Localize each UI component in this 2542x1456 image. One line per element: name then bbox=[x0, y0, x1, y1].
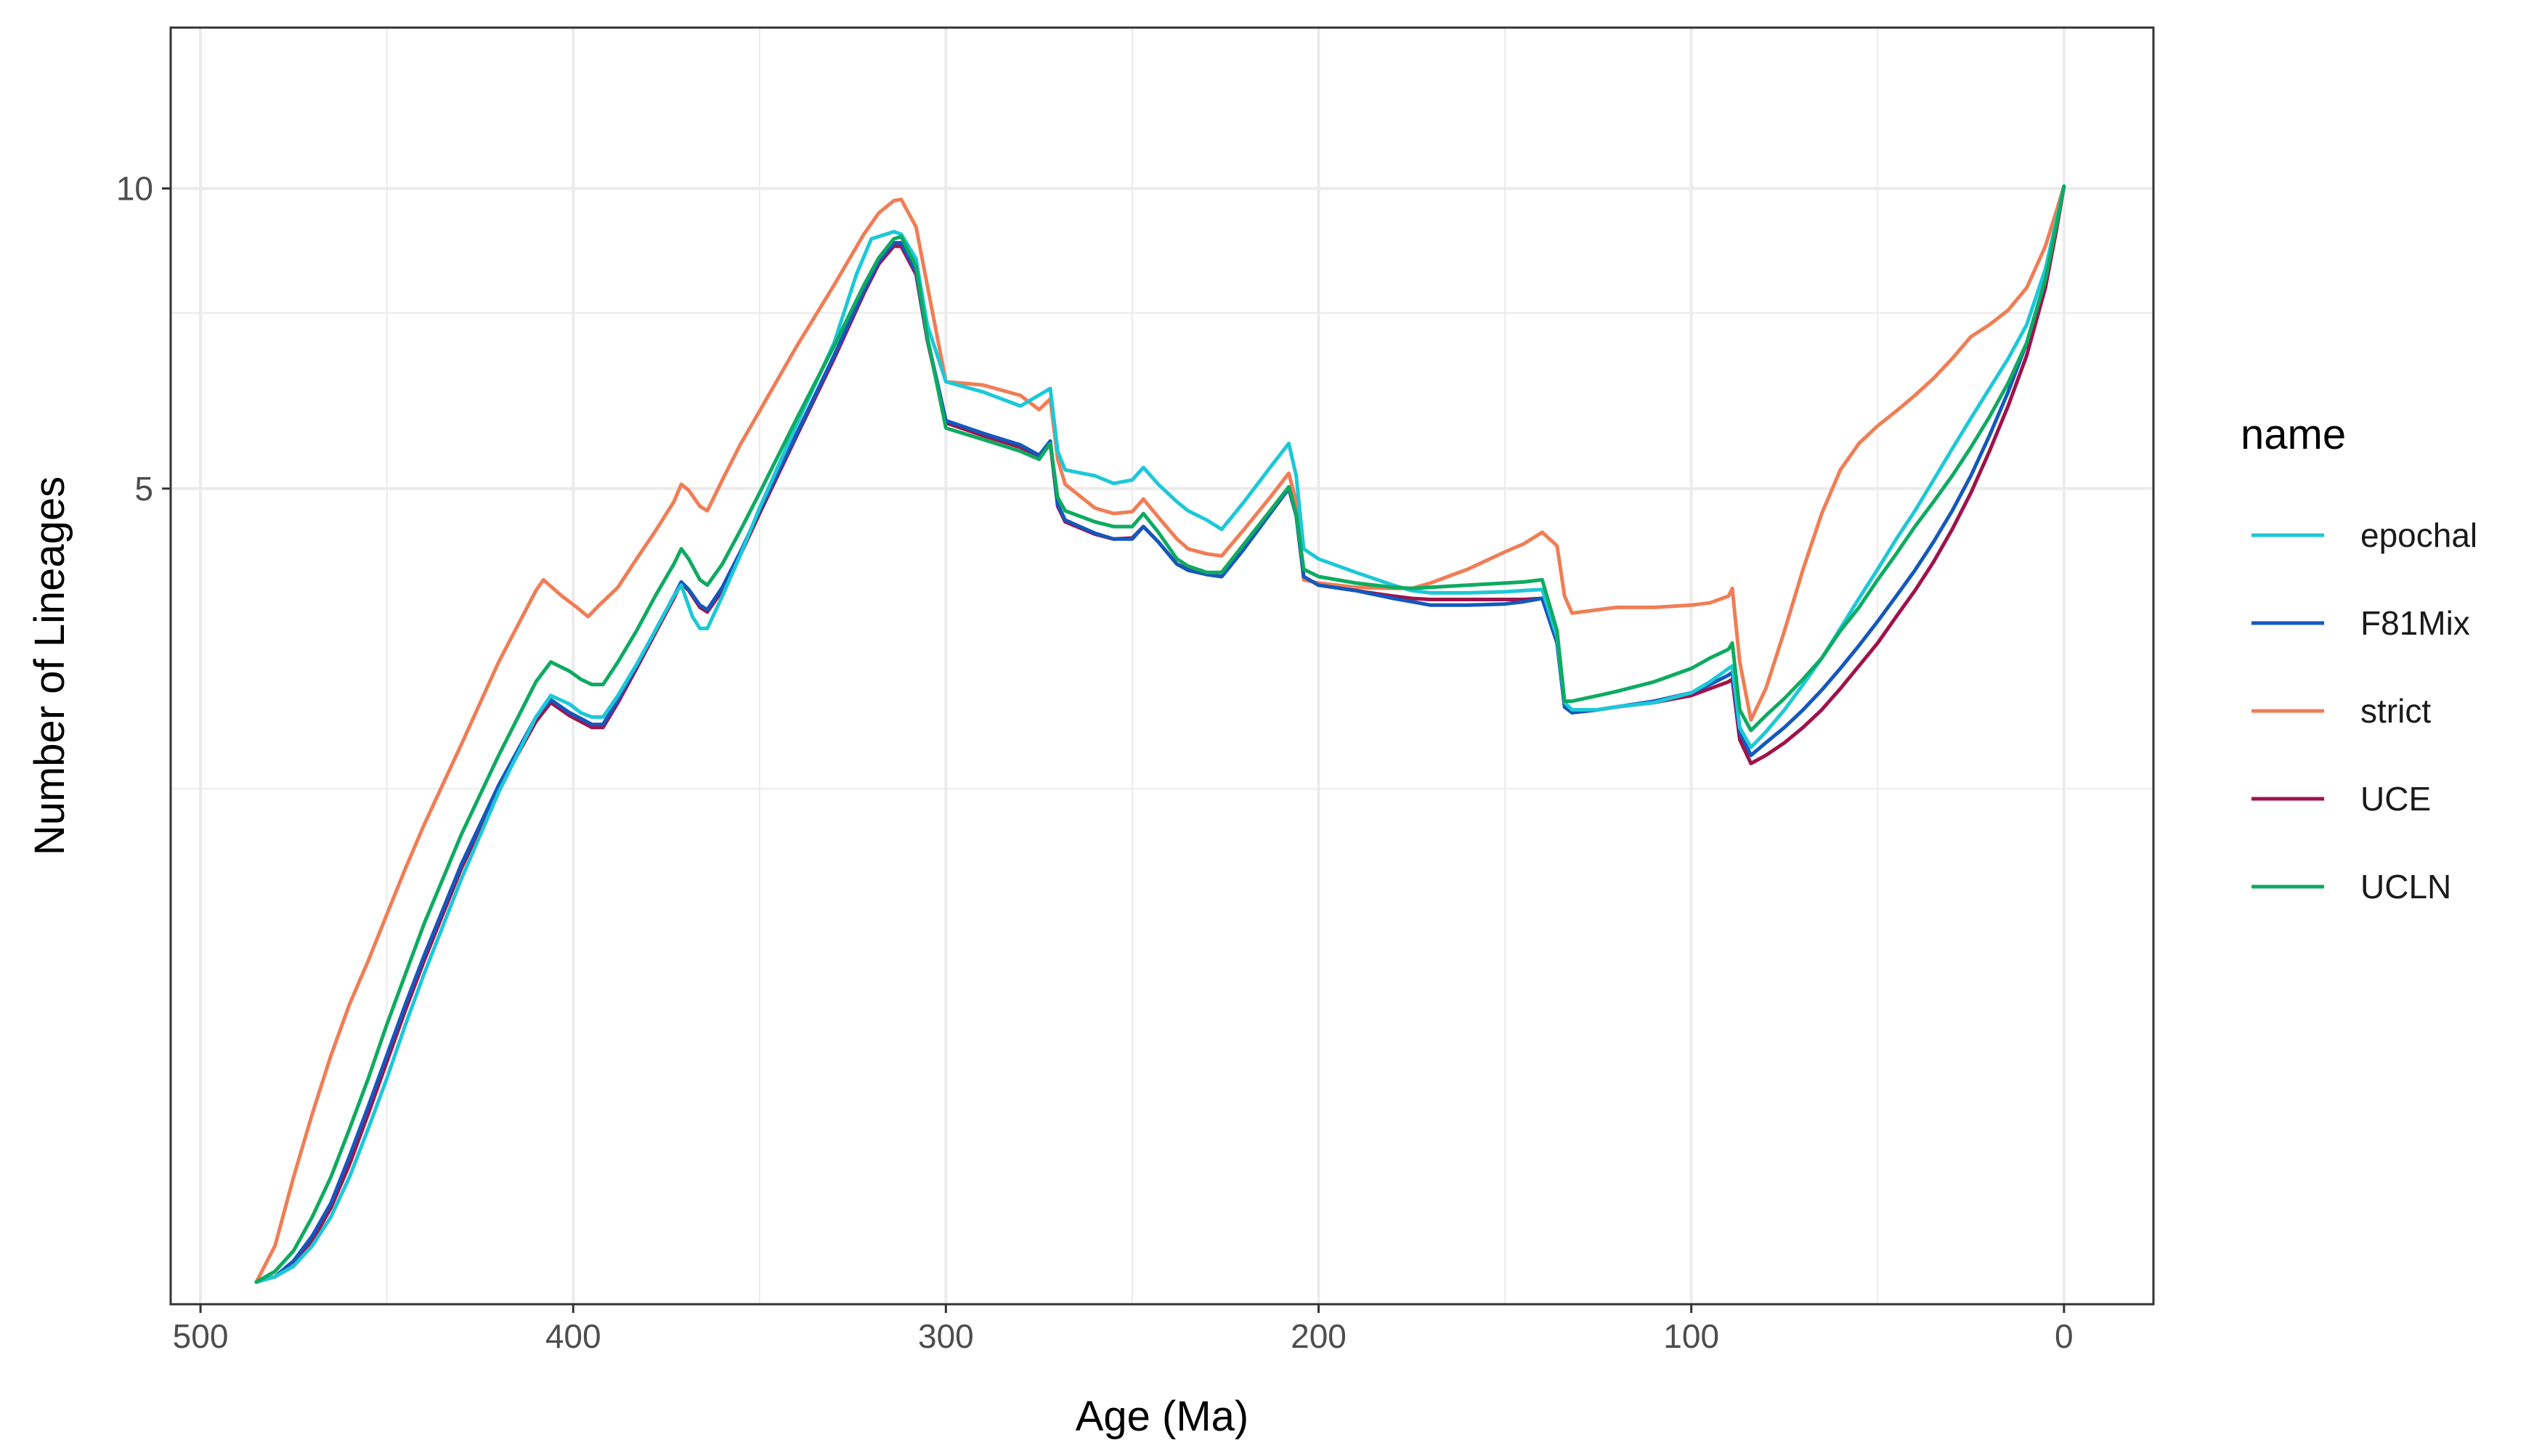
series-line-f81mix bbox=[254, 184, 2066, 1284]
x-tick-label: 200 bbox=[1291, 1317, 1347, 1355]
x-tick-label: 300 bbox=[918, 1317, 974, 1355]
axes: 500 400 300 200 100 0 5 10 bbox=[116, 170, 2074, 1355]
series-line-ucln bbox=[254, 184, 2066, 1284]
plot-panel-border bbox=[169, 26, 2155, 1306]
legend: name epochal F81Mix strict UCE UCLN bbox=[2241, 411, 2477, 906]
plot-panel-background bbox=[171, 28, 2153, 1304]
legend-label-uce: UCE bbox=[2360, 780, 2431, 818]
legend-label-epochal: epochal bbox=[2360, 516, 2477, 554]
x-tick-label: 0 bbox=[2055, 1317, 2074, 1355]
series-line-strict bbox=[254, 184, 2066, 1284]
legend-title: name bbox=[2241, 411, 2346, 458]
legend-label-ucln: UCLN bbox=[2360, 868, 2451, 906]
x-axis-title: Age (Ma) bbox=[1076, 1393, 1249, 1440]
legend-label-strict: strict bbox=[2360, 692, 2431, 730]
y-axis-title: Number of Lineages bbox=[26, 476, 73, 855]
x-tick-label: 400 bbox=[545, 1317, 601, 1355]
y-tick-label: 10 bbox=[116, 170, 153, 208]
series-line-epochal bbox=[254, 184, 2066, 1284]
x-tick-label: 100 bbox=[1663, 1317, 1719, 1355]
x-tick-label: 500 bbox=[173, 1317, 229, 1355]
y-tick-label: 5 bbox=[134, 470, 153, 508]
series-lines bbox=[254, 184, 2066, 1284]
legend-label-f81mix: F81Mix bbox=[2360, 604, 2470, 642]
